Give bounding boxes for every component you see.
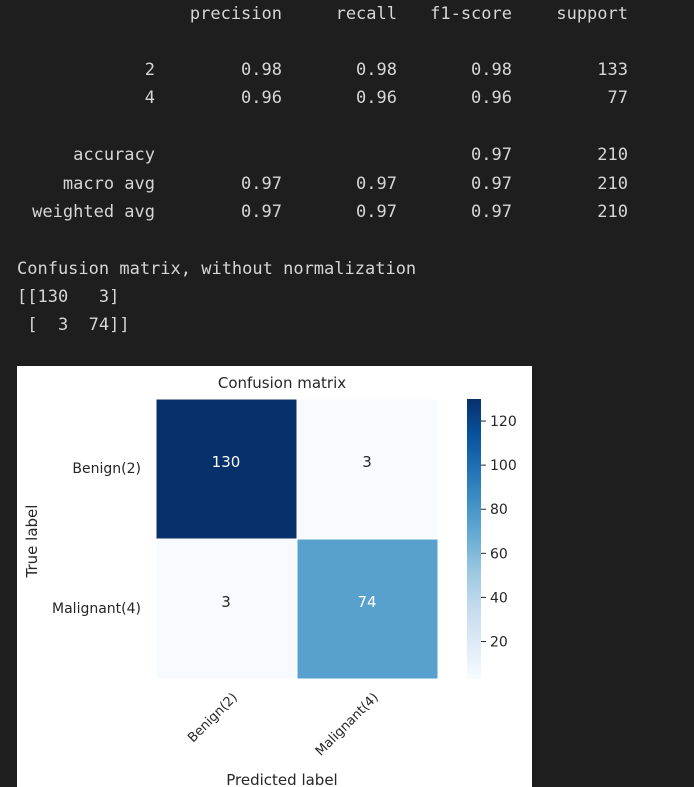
recall-value: 0.96 — [356, 88, 397, 108]
colorbar-tick-label: 100 — [490, 458, 517, 474]
support-value: 77 — [607, 88, 628, 108]
matrix-heading: Confusion matrix, without normalization — [17, 259, 417, 279]
colorbar-tick-label: 40 — [490, 590, 508, 606]
matrix-row-1: [[130 3] — [17, 287, 120, 307]
precision-value: 0.96 — [241, 88, 282, 108]
header-recall: recall — [335, 4, 397, 24]
y-tick-label: Malignant(4) — [52, 601, 141, 617]
precision-value: 0.97 — [241, 174, 282, 194]
colorbar-tick-label: 80 — [490, 502, 508, 518]
f1-value: 0.97 — [471, 145, 512, 165]
y-tick-label: Benign(2) — [72, 461, 141, 477]
heatmap-cell — [155, 398, 298, 540]
recall-value: 0.97 — [356, 202, 397, 222]
y-axis-label: True label — [23, 505, 41, 579]
summary-label: weighted avg — [32, 202, 155, 222]
heatmap-cell — [296, 398, 439, 540]
colorbar — [467, 399, 481, 679]
precision-value: 0.98 — [241, 60, 282, 80]
heatmap-cell — [296, 538, 439, 680]
summary-label: macro avg — [62, 174, 155, 194]
colorbar-tick-label: 60 — [490, 546, 508, 562]
heatmap-cell — [155, 538, 298, 680]
matrix-row-2: [ 3 74]] — [17, 315, 130, 335]
precision-value: 0.97 — [241, 202, 282, 222]
f1-value: 0.98 — [471, 60, 512, 80]
header-f1-score: f1-score — [430, 4, 512, 24]
confusion-matrix-figure: Confusion matrix 130 3 3 74 Benign(2) Malign… — [17, 366, 532, 787]
f1-value: 0.96 — [471, 88, 512, 108]
cell-value-label: 74 — [357, 593, 376, 611]
confusion-matrix-chart: Confusion matrix 130 3 3 74 Benign(2) Malign… — [23, 374, 517, 787]
x-axis-label: Predicted label — [226, 771, 337, 787]
cell-value-label: 3 — [362, 453, 372, 471]
chart-title: Confusion matrix — [218, 374, 346, 392]
classification-report: precision recall f1-score support 2 0.98… — [0, 0, 694, 240]
support-value: 210 — [597, 202, 628, 222]
cell-value-label: 3 — [221, 593, 231, 611]
x-tick-label: Benign(2) — [185, 690, 241, 746]
row-label: 4 — [144, 88, 155, 108]
recall-value: 0.98 — [356, 60, 397, 80]
colorbar-tick-label: 120 — [490, 414, 517, 430]
colorbar-tick-label: 20 — [490, 635, 508, 651]
f1-value: 0.97 — [471, 202, 512, 222]
header-support: support — [556, 4, 628, 24]
f1-value: 0.97 — [471, 174, 512, 194]
recall-value: 0.97 — [356, 174, 397, 194]
cell-value-label: 130 — [212, 453, 241, 471]
support-value: 133 — [597, 60, 628, 80]
header-precision: precision — [189, 4, 282, 24]
support-value: 210 — [597, 174, 628, 194]
x-tick-label: Malignant(4) — [313, 690, 382, 759]
summary-label: accuracy — [73, 145, 155, 165]
row-label: 2 — [144, 60, 155, 80]
support-value: 210 — [597, 145, 628, 165]
